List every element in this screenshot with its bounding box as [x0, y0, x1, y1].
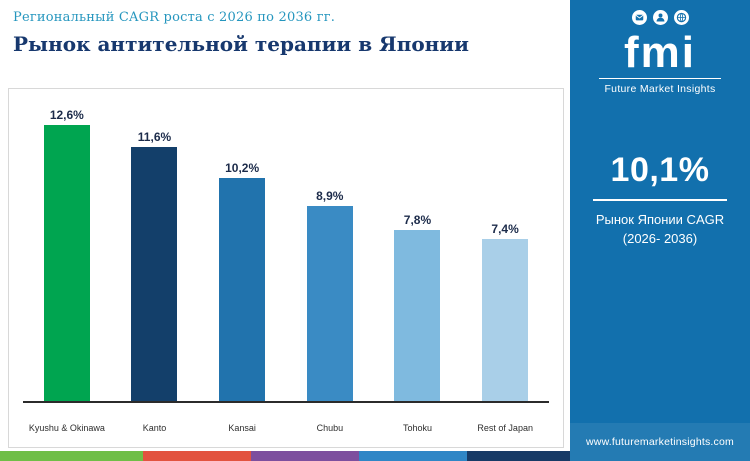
bar-slot-kyushu-okinawa: 12,6% [43, 108, 90, 401]
chart-card: 12,6% 11,6% 10,2% 8,9% 7,8% 7,4% Kyushu & Oki… [8, 88, 564, 448]
bar-slot-kansai: 10,2% [219, 161, 266, 401]
strip-segment-2 [142, 451, 251, 461]
bar-tohoku [394, 230, 441, 401]
logo-icons-row [631, 10, 689, 30]
strip-segment-3 [250, 451, 360, 461]
x-axis-labels: Kyushu & Okinawa Kanto Kansai Chubu Tohoku Re… [23, 423, 549, 433]
bar-chubu [306, 206, 353, 401]
cagr-value: 10,1% [610, 151, 710, 189]
chat-envelope-icon [631, 10, 647, 30]
bar-value-label: 7,4% [491, 222, 519, 236]
chart-column: Региональный CAGR роста с 2026 по 2036 г… [0, 0, 570, 461]
bar-group: 12,6% 11,6% 10,2% 8,9% 7,8% 7,4% [23, 107, 549, 403]
x-axis-label: Kyushu & Okinawa [28, 423, 105, 433]
bar-rest-of-japan [482, 239, 529, 401]
fmi-logo: fmi Future Market Insights [599, 10, 721, 95]
logo-divider [599, 78, 721, 79]
x-axis-label: Chubu [316, 423, 344, 433]
bar-slot-tohoku: 7,8% [394, 213, 441, 401]
cagr-label-line2: (2026- 2036) [622, 230, 698, 246]
cagr-label-line1: Рынок Японии CAGR [595, 212, 725, 227]
fmi-logo-subtext: Future Market Insights [604, 83, 716, 95]
bar-kyushu-okinawa [43, 125, 90, 401]
bar-slot-chubu: 8,9% [306, 189, 353, 401]
sidebar-footer: www.futuremarketinsights.com [570, 423, 750, 461]
bar-value-label: 8,9% [316, 189, 344, 203]
strip-segment-5 [467, 451, 570, 461]
bar-kanto [131, 147, 178, 401]
x-axis-label: Rest of Japan [477, 423, 533, 433]
chart-header: Региональный CAGR роста с 2026 по 2036 г… [0, 0, 570, 56]
strip-segment-4 [359, 451, 468, 461]
cagr-label: Рынок Японии CAGR (2026- 2036) [596, 211, 724, 249]
globe-icon [673, 10, 689, 30]
x-axis-label: Tohoku [403, 423, 433, 433]
bar-slot-rest-of-japan: 7,4% [482, 222, 529, 401]
fmi-logo-text: fmi [624, 28, 696, 77]
bar-value-label: 7,8% [403, 213, 432, 227]
bar-value-label: 10,2% [225, 161, 260, 175]
website-link[interactable]: www.futuremarketinsights.com [586, 436, 734, 448]
person-icon [652, 10, 668, 30]
chart-subtitle: Региональный CAGR роста с 2026 по 2036 г… [13, 10, 336, 25]
strip-segment-1 [0, 451, 143, 461]
brand-color-strip [0, 451, 570, 461]
bar-value-label: 12,6% [49, 108, 84, 122]
chart-title: Рынок антительной терапии в Японии [13, 32, 469, 56]
bar-slot-kanto: 11,6% [131, 130, 178, 401]
cagr-stat-block: 10,1% Рынок Японии CAGR (2026- 2036) [593, 151, 727, 249]
bar-kansai [219, 178, 266, 401]
bar-value-label: 11,6% [137, 130, 172, 144]
stat-divider [593, 199, 727, 201]
x-axis-label: Kansai [228, 423, 256, 433]
brand-sidebar: fmi Future Market Insights 10,1% Рынок Я… [570, 0, 750, 461]
x-axis-label: Kanto [142, 423, 167, 433]
